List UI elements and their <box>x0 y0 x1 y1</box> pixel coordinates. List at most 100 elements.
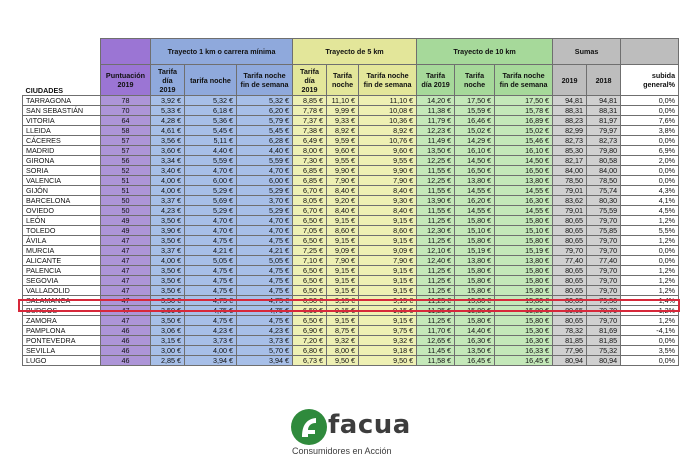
cell-1km-finde: 4,75 € <box>235 285 294 296</box>
cell-1km-noche: 5,36 € <box>184 115 237 126</box>
cell-10km-dia: 13,90 € <box>416 195 456 206</box>
cell-1km-dia: 3,50 € <box>150 315 185 326</box>
cell-city: ALICANTE <box>22 255 101 266</box>
cell-5km-dia: 8,00 € <box>292 145 328 156</box>
cell-5km-finde: 8,40 € <box>358 185 418 196</box>
cell-5km-finde: 9,09 € <box>358 245 418 256</box>
cell-10km-dia: 11,25 € <box>416 265 456 276</box>
cell-1km-finde: 5,29 € <box>235 205 294 216</box>
cell-subida: 0,0% <box>620 135 680 146</box>
cell-5km-noche: 9,60 € <box>326 145 360 156</box>
taxi-tariff-table: Trayecto 1 km o carrera mínima Trayecto … <box>22 38 680 366</box>
cell-5km-finde: 9,15 € <box>358 265 418 276</box>
cell-5km-dia: 6,80 € <box>292 345 328 356</box>
cell-5km-finde: 9,55 € <box>358 155 418 166</box>
cell-10km-dia: 12,65 € <box>416 335 456 346</box>
cell-suma-2019: 77,96 <box>552 345 588 356</box>
cell-1km-dia: 3,50 € <box>150 295 185 306</box>
cell-5km-dia: 6,70 € <box>292 205 328 216</box>
cell-score: 47 <box>100 265 151 276</box>
cell-5km-noche: 9,55 € <box>326 155 360 166</box>
header-1km-tarifa-dia: Tarifa día 2019 <box>150 64 185 96</box>
cell-suma-2018: 75,59 <box>586 205 622 216</box>
cell-1km-noche: 4,70 € <box>184 225 237 236</box>
cell-5km-finde: 9,15 € <box>358 305 418 316</box>
cell-suma-2018: 80,58 <box>586 155 622 166</box>
cell-5km-finde: 9,15 € <box>358 285 418 296</box>
cell-5km-noche: 8,40 € <box>326 205 360 216</box>
cell-score: 47 <box>100 275 151 286</box>
cell-5km-noche: 9,20 € <box>326 195 360 206</box>
cell-1km-dia: 3,90 € <box>150 225 185 236</box>
cell-10km-finde: 16,50 € <box>494 165 554 176</box>
cell-suma-2019: 79,01 <box>552 205 588 216</box>
cell-10km-noche: 14,55 € <box>454 185 496 196</box>
cell-10km-noche: 16,30 € <box>454 335 496 346</box>
cell-suma-2018: 79,50 <box>586 295 622 306</box>
cell-5km-finde: 10,08 € <box>358 105 418 116</box>
cell-5km-finde: 9,15 € <box>358 315 418 326</box>
cell-subida: 3,8% <box>620 125 680 136</box>
cell-score: 46 <box>100 345 151 356</box>
cell-1km-noche: 4,75 € <box>184 305 237 316</box>
cell-suma-2019: 85,30 <box>552 145 588 156</box>
cell-subida: 0,0% <box>620 245 680 256</box>
cell-5km-dia: 6,73 € <box>292 355 328 366</box>
header-blank <box>22 38 101 65</box>
cell-suma-2018: 79,70 <box>586 265 622 276</box>
cell-5km-dia: 6,50 € <box>292 275 328 286</box>
cell-1km-noche: 4,75 € <box>184 235 237 246</box>
cell-5km-finde: 9,30 € <box>358 195 418 206</box>
cell-1km-finde: 5,32 € <box>235 95 294 106</box>
cell-5km-finde: 9,32 € <box>358 335 418 346</box>
cell-subida: 7,6% <box>620 115 680 126</box>
cell-score: 47 <box>100 295 151 306</box>
cell-1km-noche: 4,75 € <box>184 265 237 276</box>
cell-suma-2018: 79,70 <box>586 235 622 246</box>
cell-subida: 5,5% <box>620 225 680 236</box>
cell-subida: 1,2% <box>620 275 680 286</box>
cell-1km-dia: 3,50 € <box>150 275 185 286</box>
cell-suma-2019: 80,65 <box>552 265 588 276</box>
cell-5km-finde: 8,60 € <box>358 225 418 236</box>
cell-1km-noche: 4,21 € <box>184 245 237 256</box>
cell-10km-noche: 13,50 € <box>454 345 496 356</box>
cell-5km-dia: 6,85 € <box>292 165 328 176</box>
cell-suma-2019: 84,00 <box>552 165 588 176</box>
table-row: SORIA 52 3,40 €4,70 €4,70 €6,85 €9,90 €9,9… <box>22 165 680 176</box>
cell-1km-noche: 4,00 € <box>184 345 237 356</box>
cell-score: 51 <box>100 185 151 196</box>
cell-5km-finde: 7,90 € <box>358 175 418 186</box>
table-row: GIRONA 56 3,34 €5,59 €5,59 €7,30 €9,55 €9,… <box>22 155 680 166</box>
cell-suma-2018: 81,97 <box>586 115 622 126</box>
cell-1km-finde: 5,70 € <box>235 345 294 356</box>
cell-1km-noche: 4,70 € <box>184 165 237 176</box>
table-row: BARCELONA 50 3,37 €5,69 €3,70 €8,05 €9,20 … <box>22 195 680 206</box>
cell-10km-noche: 15,02 € <box>454 125 496 136</box>
header-subida: subida general% <box>620 64 680 96</box>
header-group-10km: Trayecto de 10 km <box>416 38 554 65</box>
cell-5km-dia: 6,50 € <box>292 265 328 276</box>
table-row: PALENCIA 47 3,50 €4,75 €4,75 €6,50 €9,15 €… <box>22 265 680 276</box>
header-sumas-2018: 2018 <box>586 64 622 96</box>
cell-suma-2018: 75,74 <box>586 185 622 196</box>
cell-score: 46 <box>100 355 151 366</box>
cell-5km-noche: 9,15 € <box>326 235 360 246</box>
cell-5km-dia: 6,50 € <box>292 315 328 326</box>
cell-1km-dia: 4,23 € <box>150 205 185 216</box>
cell-5km-noche: 9,15 € <box>326 215 360 226</box>
cell-subida: 1,2% <box>620 235 680 246</box>
cell-5km-noche: 8,75 € <box>326 325 360 336</box>
cell-score: 46 <box>100 325 151 336</box>
cell-5km-noche: 8,40 € <box>326 185 360 196</box>
header-blank-subida <box>620 38 680 65</box>
cell-subida: 6,9% <box>620 145 680 156</box>
cell-10km-dia: 11,25 € <box>416 235 456 246</box>
cell-5km-noche: 8,00 € <box>326 345 360 356</box>
table-row: LUGO 46 2,85 €3,94 €3,94 €6,73 €9,50 €9,50… <box>22 355 680 366</box>
cell-10km-dia: 11,55 € <box>416 165 456 176</box>
cell-city: MURCIA <box>22 245 101 256</box>
cell-10km-finde: 16,89 € <box>494 115 554 126</box>
table-row: VALLADOLID 47 3,50 €4,75 €4,75 €6,50 €9,15… <box>22 285 680 296</box>
cell-10km-noche: 15,80 € <box>454 295 496 306</box>
